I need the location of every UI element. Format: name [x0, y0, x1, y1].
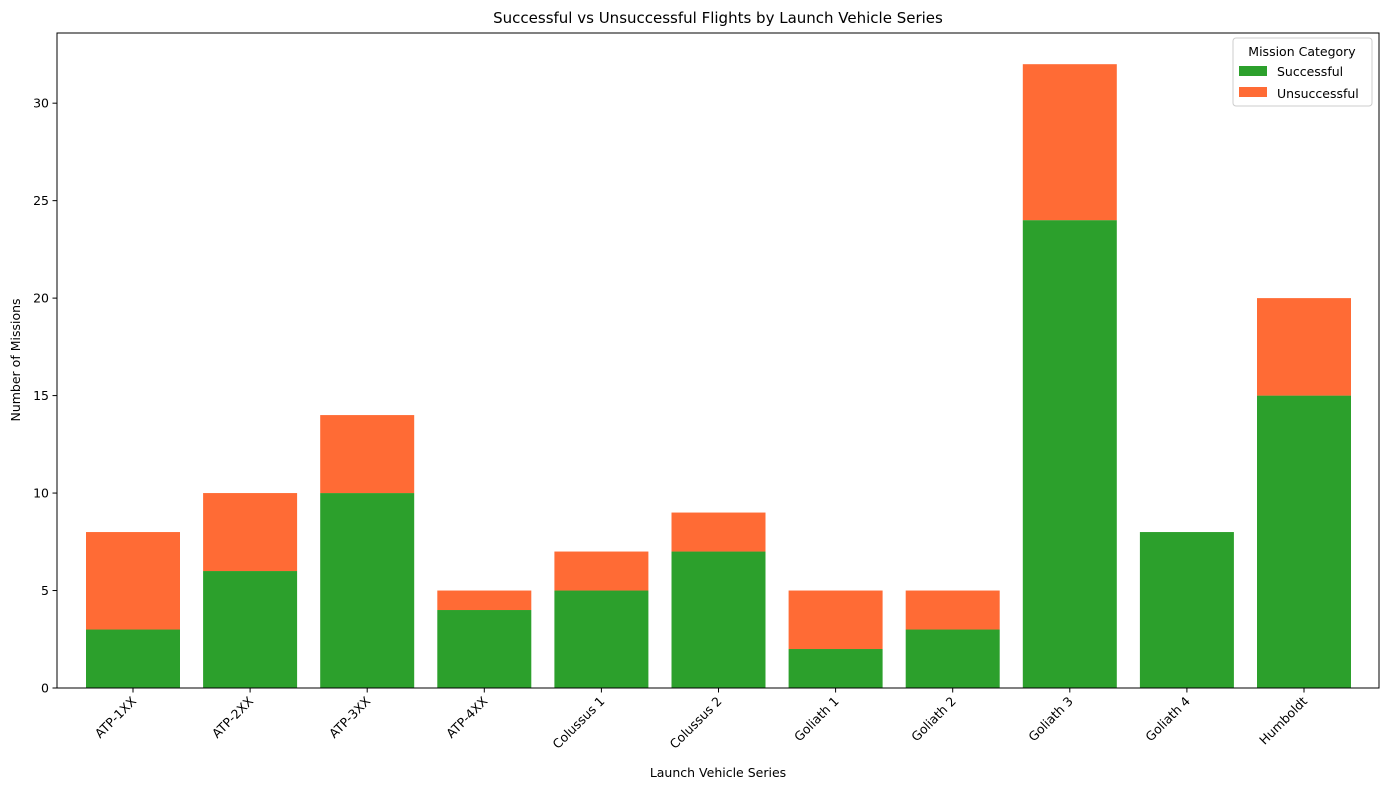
x-tick-label: Goliath 1: [791, 694, 842, 745]
x-tick-label: Humboldt: [1256, 693, 1310, 747]
y-tick-label: 5: [41, 583, 49, 598]
bar-successful-goliath-2: [905, 629, 1000, 688]
y-axis-title: Number of Missions: [8, 298, 23, 421]
bar-successful-goliath-1: [788, 649, 883, 688]
bar-successful-atp-4xx: [437, 610, 532, 688]
legend-swatch-unsuccessful: [1239, 87, 1267, 97]
bar-successful-goliath-3: [1022, 220, 1117, 688]
x-tick-label: Colussus 1: [549, 694, 607, 752]
y-tick-label: 25: [33, 193, 49, 208]
x-tick-label: ATP-3XX: [326, 693, 374, 741]
bar-successful-atp-1xx: [86, 629, 180, 688]
legend-swatch-successful: [1239, 66, 1267, 76]
y-tick-label: 0: [41, 681, 49, 696]
bar-unsuccessful-colussus-2: [671, 512, 766, 552]
legend-label-successful: Successful: [1277, 64, 1343, 79]
bar-unsuccessful-goliath-2: [905, 590, 1000, 630]
legend-label-unsuccessful: Unsuccessful: [1277, 86, 1359, 101]
bar-unsuccessful-atp-1xx: [86, 532, 180, 630]
bar-unsuccessful-humboldt: [1257, 298, 1351, 396]
y-tick-label: 10: [33, 486, 49, 501]
bar-successful-goliath-4: [1139, 532, 1234, 688]
y-axis: 0 5 10 15 20 25 30: [33, 96, 57, 696]
bar-successful-atp-3xx: [320, 493, 415, 688]
bar-successful-colussus-2: [671, 551, 766, 688]
y-tick-label: 20: [33, 291, 49, 306]
bar-successful-humboldt: [1257, 395, 1351, 688]
bars-group: [86, 64, 1351, 688]
bar-unsuccessful-goliath-3: [1022, 64, 1117, 221]
x-tick-label: ATP-1XX: [92, 693, 140, 741]
x-tick-label: Goliath 4: [1142, 693, 1193, 744]
bar-unsuccessful-atp-4xx: [437, 590, 532, 611]
x-axis-title: Launch Vehicle Series: [650, 765, 786, 780]
legend-title: Mission Category: [1248, 44, 1356, 59]
chart-title: Successful vs Unsuccessful Flights by La…: [493, 9, 943, 27]
bar-unsuccessful-atp-2xx: [203, 493, 298, 572]
x-tick-label: Colussus 2: [667, 694, 725, 752]
y-tick-label: 30: [33, 96, 49, 111]
x-tick-label: Goliath 3: [1025, 694, 1076, 745]
x-tick-label: Goliath 2: [908, 694, 959, 745]
x-tick-label: ATP-4XX: [443, 693, 491, 741]
y-tick-label: 15: [33, 388, 49, 403]
bar-unsuccessful-goliath-1: [788, 590, 883, 650]
plot-frame: [56, 32, 1380, 689]
legend-frame: [1232, 37, 1373, 107]
legend: Mission Category Successful Unsuccessful: [1232, 37, 1373, 107]
x-tick-label: ATP-2XX: [209, 693, 257, 741]
bar-successful-atp-2xx: [203, 571, 298, 688]
bar-unsuccessful-colussus-1: [554, 551, 649, 591]
x-axis: ATP-1XX ATP-2XX ATP-3XX ATP-4XX Colussus 1 Co…: [92, 688, 1310, 752]
bar-unsuccessful-atp-3xx: [320, 415, 415, 494]
bar-successful-colussus-1: [554, 590, 649, 688]
